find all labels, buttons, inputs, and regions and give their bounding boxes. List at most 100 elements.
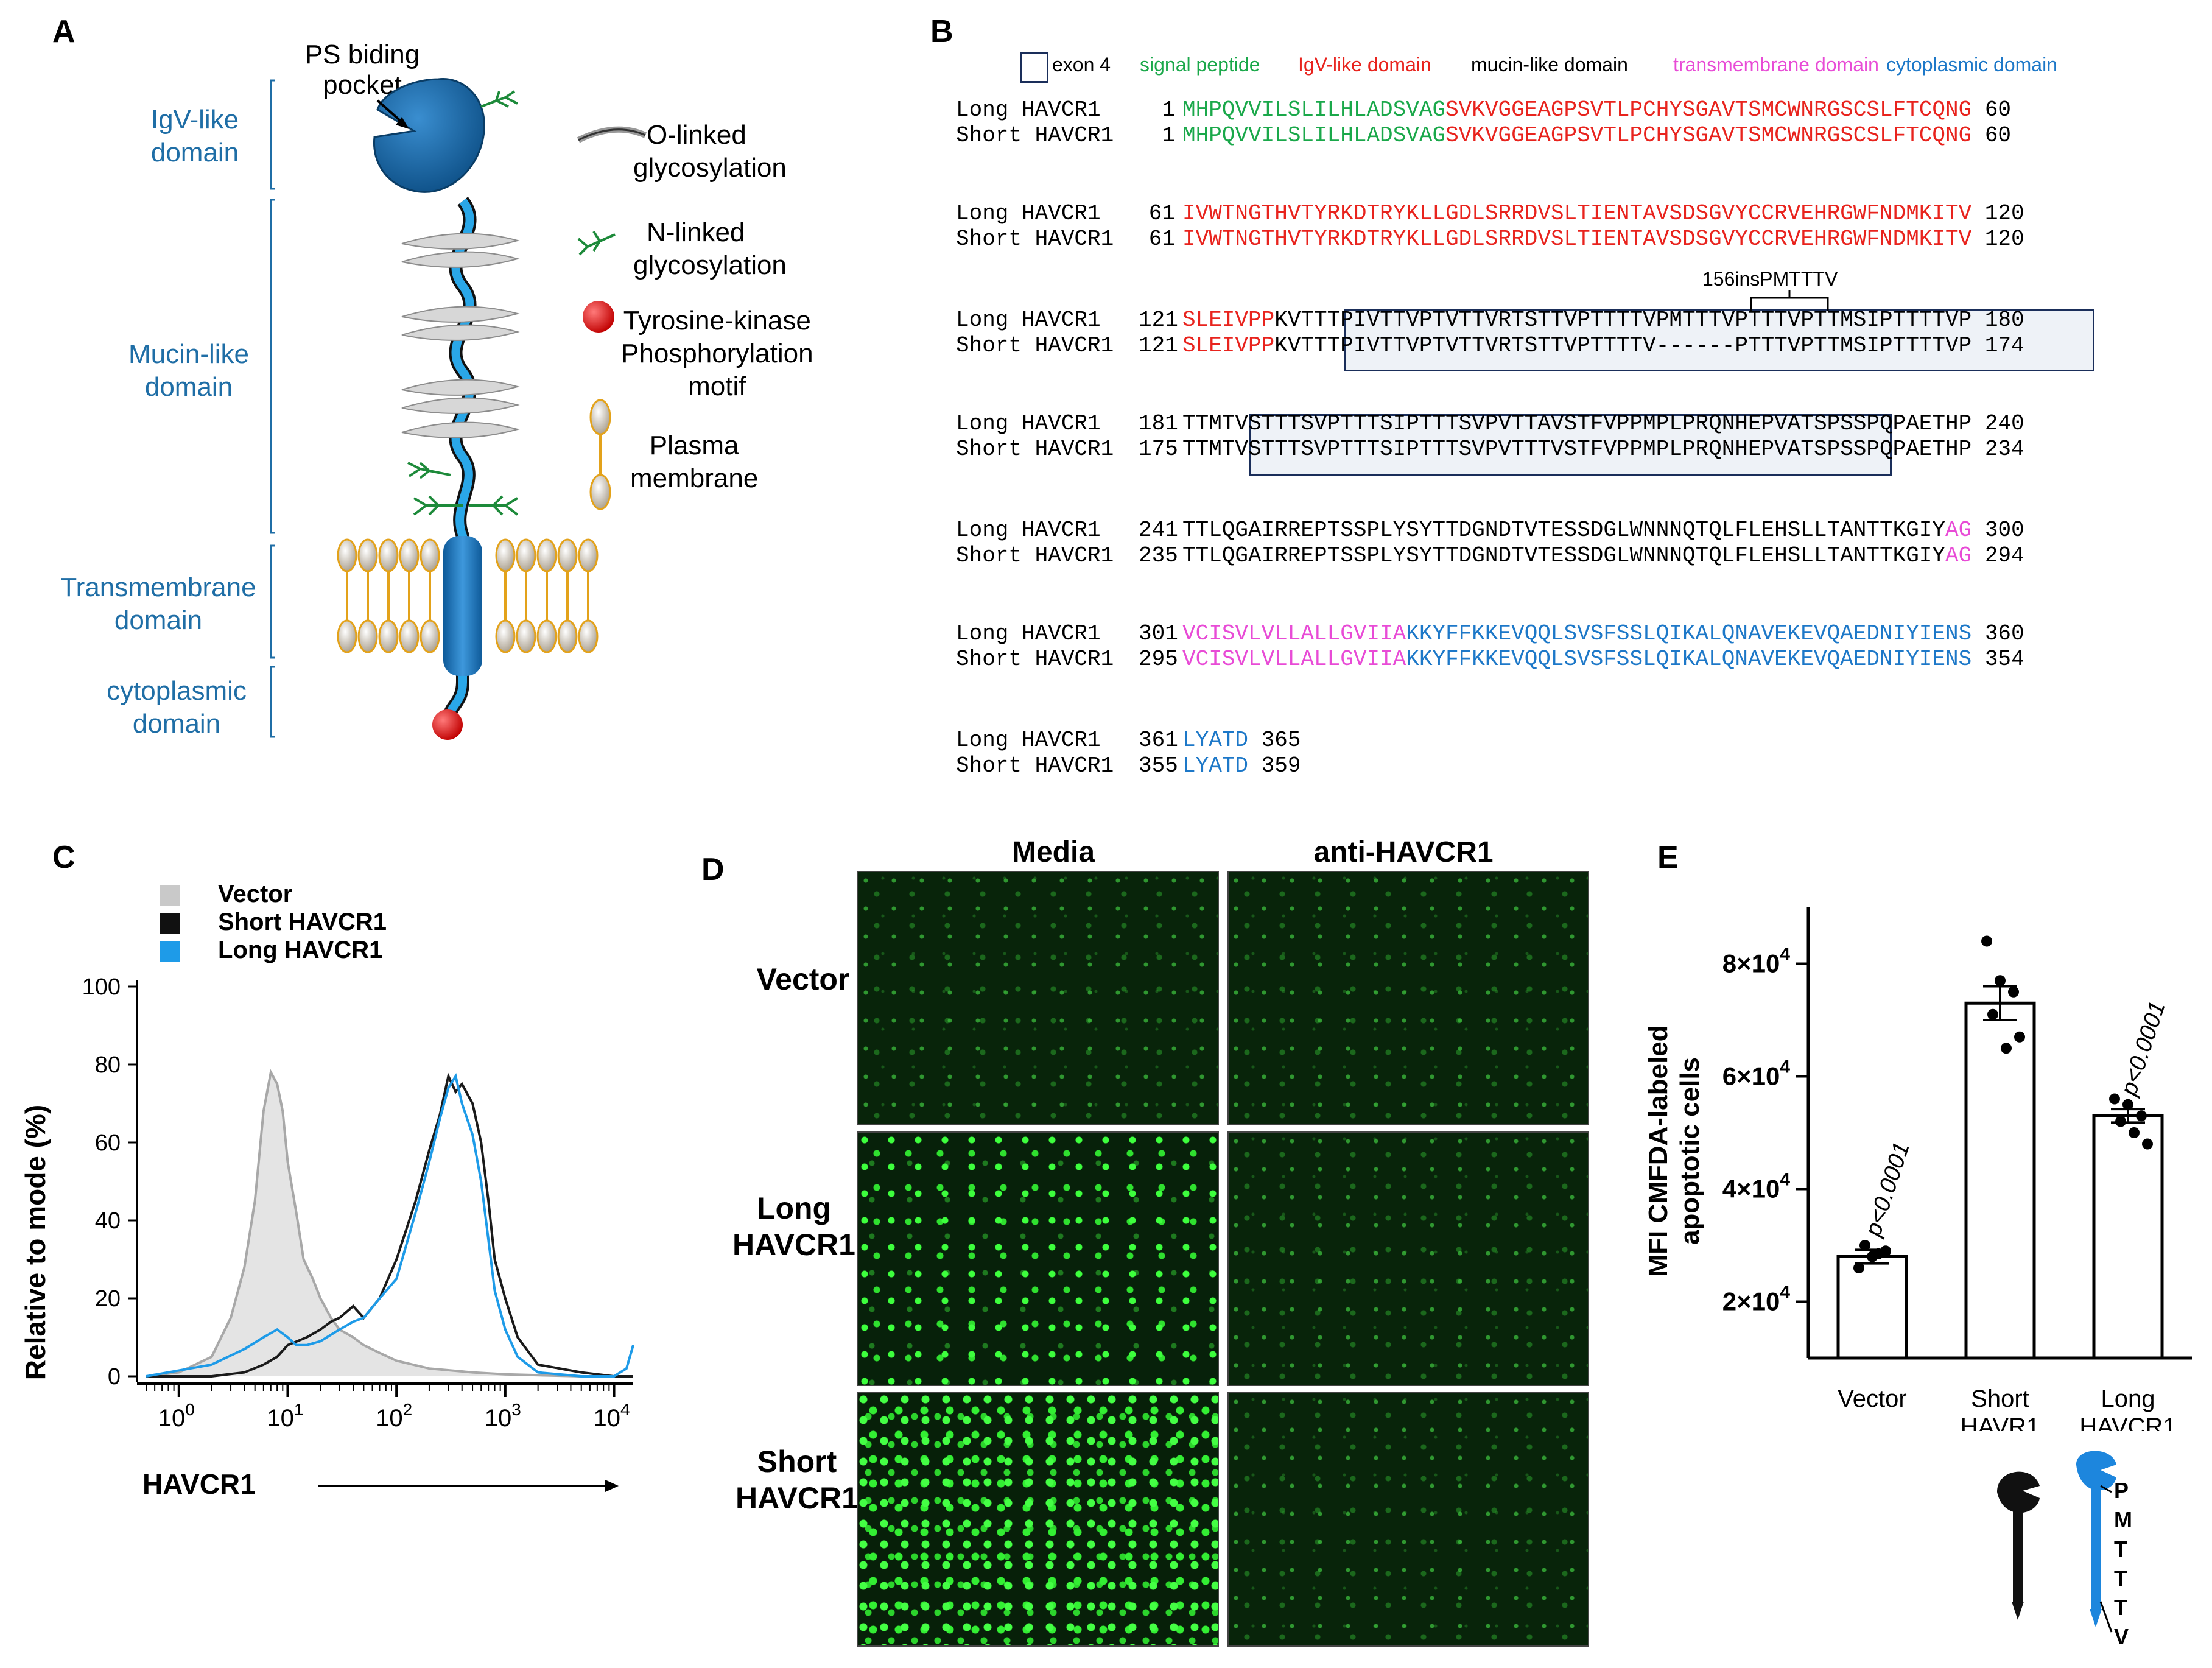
short-isoform-icon — [1997, 1471, 2040, 1620]
long-stalk — [2091, 1487, 2101, 1609]
havcr1-isoform-icons: PMTTTV — [1997, 1451, 2132, 1649]
nlinked-line2: glycosylation — [633, 250, 787, 280]
seq-segment: TTLQGAIRREPTSSPLYSYTTDGNDTVTESSDGLWNNNQT… — [1182, 543, 1946, 568]
micro-col-media: Media — [1011, 836, 1095, 868]
exon4-box-row3 — [1344, 309, 2094, 371]
insertion-letter: P — [2114, 1478, 2129, 1503]
o-glycans — [401, 233, 520, 438]
row-short-line1: Short — [757, 1445, 837, 1479]
n-linked-legend: N-linked glycosylation — [633, 216, 787, 282]
seq-segment: MHPQVVILSLILHLADSVAG — [1182, 123, 1446, 148]
bar-1 — [1964, 1001, 2036, 1360]
seq-row-name: Short HAVCR1 — [956, 227, 1114, 252]
seq-row-residues: TTMTVSTTTSVPTTTSIPTTTSVPVTTTVSTFVPPMPLPR… — [1182, 437, 2024, 462]
seq-row-residues: SLEIVPPKVTTTPIVTTVPTVTTVRTSTTVPTTTTV----… — [1182, 333, 2024, 358]
lipid-head-inner — [536, 619, 557, 653]
seq-segment: SVKVGGEAGPSVTLPCHYSGAVTSMCWNRGSCSLFTCQNG — [1445, 97, 1972, 122]
bar-chart: 2×104 4×104 6×104 8×104 Vector p<0.0001 Short H… — [1722, 907, 2192, 1431]
nlinked-line1: N-linked — [647, 217, 745, 247]
exon4-box-row4 — [1249, 414, 1892, 476]
lipid-head-inner — [516, 619, 536, 653]
lipid-head-outer — [536, 538, 557, 572]
legend-swatch-long — [160, 941, 180, 962]
lipid-head-outer — [337, 538, 357, 572]
seq-row-name: Short HAVCR1 — [956, 123, 1114, 148]
mucin-label-line1: Mucin-like — [128, 339, 250, 369]
insertion-letter: T — [2114, 1566, 2127, 1591]
legend-label-long: Long HAVCR1 — [218, 937, 383, 963]
seq-row-end: 294 — [1971, 543, 2024, 568]
mucin-domain-label: Mucin-like domain — [110, 338, 268, 404]
lipid-head-outer — [578, 538, 599, 572]
tk-line2: Phosphorylation — [621, 339, 813, 368]
seq-row-start: 295 — [1139, 647, 1178, 672]
x-tick-label: 102 — [376, 1400, 412, 1432]
tm-label-line1: Transmembrane — [60, 572, 256, 602]
series-line-1 — [146, 1072, 633, 1378]
seq-row-end: 240 — [1971, 411, 2024, 436]
y-tick-label: 60 — [95, 1130, 121, 1156]
seq-segment: MHPQVVILSLILHLADSVAG — [1182, 97, 1446, 122]
lipid-head-outer — [557, 538, 578, 572]
exon4-legend-box — [1020, 52, 1048, 83]
seq-row-name: Long HAVCR1 — [956, 308, 1101, 333]
short-head — [1997, 1471, 2040, 1513]
pocket-label-line1: PS biding — [304, 40, 420, 69]
series-line-2 — [146, 1073, 634, 1378]
legend-cyto: cytoplasmic domain — [1886, 54, 2057, 76]
cyto-label-line1: cytoplasmic — [107, 676, 247, 706]
y-tick-label: 80 — [95, 1052, 121, 1078]
panel-label-c: C — [52, 840, 75, 875]
histogram-xlabel: HAVCR1 — [142, 1468, 256, 1500]
insertion-annotation: 156insPMTTTV — [1702, 268, 1838, 290]
short-tip — [2012, 1602, 2024, 1620]
seq-row-residues: IVWTNGTHVTYRKDTRYKLLGDLSRRDVSLTIENTAVSDS… — [1182, 201, 2024, 226]
long-head — [2076, 1451, 2116, 1491]
panel-label-d: D — [701, 852, 725, 887]
bar-category-label: Short HAVR1 — [1961, 1385, 2040, 1431]
bar-y-tick-label: 8×104 — [1722, 945, 1791, 978]
x-tick-label: 101 — [267, 1400, 303, 1432]
seq-row-end: 234 — [1971, 437, 2024, 462]
lipid-head-inner — [399, 619, 420, 653]
panel-label-e: E — [1657, 840, 1679, 875]
bar-category-label: Long HAVCR1 — [2079, 1385, 2176, 1431]
y-tick-label: 20 — [95, 1286, 121, 1312]
insertion-letter: V — [2114, 1624, 2129, 1649]
cyto-label-line2: domain — [132, 709, 221, 739]
seq-row-residues: VCISVLVLLALLGVIIAKKYFFKKEVQQLSVSFSSLQIKA… — [1182, 647, 2024, 672]
seq-segment: KVTTTPIVTTVPTVTTVRTSTTVPTTTTV------PTTTV… — [1274, 333, 1972, 358]
lipid-head-inner — [337, 619, 357, 653]
tm-helix — [443, 536, 482, 676]
legend-swatch-vector — [160, 885, 180, 906]
seq-row-start: 235 — [1139, 543, 1178, 568]
seq-row-residues: TTLQGAIRREPTSSPLYSYTTDGNDTVTESSDGLWNNNQT… — [1182, 543, 2024, 568]
panel-c: Vector Short HAVCR1 Long HAVCR1 Relative… — [0, 834, 682, 1522]
data-point — [1987, 1008, 1998, 1020]
data-point — [1981, 935, 1992, 947]
data-point — [2142, 1138, 2153, 1150]
lipid-head-inner — [378, 619, 399, 653]
legend-tm: transmembrane domain — [1673, 54, 1879, 76]
seq-row-name: Long HAVCR1 — [956, 728, 1101, 753]
seq-row-name: Long HAVCR1 — [956, 201, 1101, 226]
havcr1-protein-diagram — [270, 78, 647, 740]
bar-0 — [1836, 1255, 1908, 1360]
membrane-beads — [337, 538, 599, 653]
insertion-bracket — [1750, 290, 1829, 311]
seq-row-end: 60 — [1971, 97, 2012, 122]
seq-row-name: Short HAVCR1 — [956, 333, 1114, 358]
panel-e: MFI CMFDA-labeled apoptotic cells 2×104 4… — [1613, 834, 2212, 1668]
lipid-head-inner — [557, 619, 578, 653]
olinked-line1: O-linked — [647, 120, 746, 150]
long-tip — [2090, 1609, 2102, 1627]
micrograph-short-anti — [1227, 1392, 1589, 1647]
seq-row-residues: VCISVLVLLALLGVIIAKKYFFKKEVQQLSVSFSSLQIKA… — [1182, 621, 2024, 646]
seq-row-start: 121 — [1139, 333, 1178, 358]
seq-row-start: 175 — [1139, 437, 1178, 462]
lipid-head-outer — [420, 538, 440, 572]
series-fill-0 — [146, 1072, 633, 1376]
seq-row-residues: LYATD 359 — [1182, 753, 1301, 778]
seq-segment: SLEIVPP — [1182, 333, 1275, 358]
seq-row-end: 180 — [1971, 308, 2024, 333]
